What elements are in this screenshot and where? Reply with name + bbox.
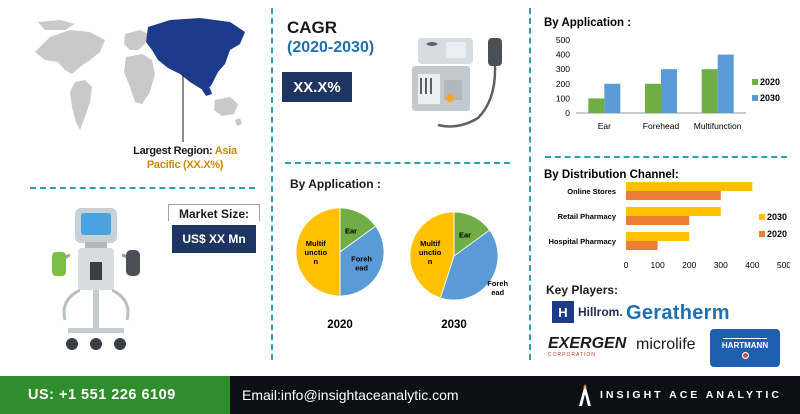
divider-horizontal-middle xyxy=(285,162,510,164)
pie-slice-label: unctio xyxy=(305,248,328,257)
category-label: Retail Pharmacy xyxy=(558,212,617,221)
x-tick-label: 100 xyxy=(651,260,665,270)
pie-slice-label: ead xyxy=(491,288,504,297)
legend-label-2020: 2020 xyxy=(767,229,787,239)
asia-pacific-region xyxy=(146,18,245,92)
footer-phone: US: +1 551 226 6109 xyxy=(0,376,230,414)
footer-right: Email:info@insightaceanalytic.com INSIGH… xyxy=(230,376,800,414)
microlife-logo: microlife xyxy=(636,336,696,353)
x-tick-label: 0 xyxy=(624,260,629,270)
distribution-channel-chart: By Distribution Channel: Online Stores Ret… xyxy=(544,169,790,270)
exergen-logo: EXERGEN CORPORATION xyxy=(548,336,626,358)
y-tick-label: 100 xyxy=(556,93,570,103)
x-tick-label: Multifunction xyxy=(694,121,742,131)
pie-slice-label: Ear xyxy=(345,226,357,235)
divider-vertical-left xyxy=(271,8,273,360)
legend-swatch-2020 xyxy=(759,231,765,237)
y-tick-label: 0 xyxy=(565,108,570,118)
cagr-title: CAGR xyxy=(287,18,338,37)
brand-name: INSIGHT ACE ANALYTIC xyxy=(600,389,782,401)
forehead-thermometer-icon xyxy=(412,38,502,128)
pie-slice-label: Ear xyxy=(459,230,471,239)
footer-brand: INSIGHT ACE ANALYTIC xyxy=(578,384,782,406)
bar-2020-multifunction xyxy=(701,69,718,113)
y-tick-label: 200 xyxy=(556,79,570,89)
divider-horizontal-left xyxy=(30,187,255,189)
hbar-2030-2 xyxy=(626,232,690,241)
geratherm-logo: Geratherm xyxy=(626,302,730,324)
application-bar-chart: By Application : 0 100 200 300 400 500 Ear Foreh… xyxy=(544,17,780,131)
bar-dist-title: By Distribution Channel: xyxy=(544,169,679,181)
legend-label-2030: 2030 xyxy=(767,212,787,222)
divider-horizontal-right xyxy=(545,156,787,158)
hillrom-logo: H Hillrom. xyxy=(552,301,623,323)
cagr-period: (2020-2030) xyxy=(287,39,375,56)
bar-2030-ear xyxy=(604,83,621,113)
market-size-value: US$ XX Mn xyxy=(172,225,256,253)
legend-swatch-2030 xyxy=(759,214,765,220)
thermometer-station-icon xyxy=(52,208,140,350)
pie-2030-slice-multifunction xyxy=(409,211,455,299)
bar-app-title: By Application : xyxy=(544,17,631,29)
largest-region: Largest Region: Asia Pacific (XX.X%) xyxy=(100,144,270,172)
x-tick-label: 400 xyxy=(745,260,759,270)
region-value: Asia xyxy=(214,145,237,157)
key-players-title: Key Players: xyxy=(546,283,619,297)
hbar-2020-0 xyxy=(626,191,721,200)
pie-slice-label: n xyxy=(428,257,433,266)
bar-2030-multifunction xyxy=(717,54,734,113)
hbar-2020-1 xyxy=(626,216,690,225)
pie-slice-label: Foreh xyxy=(487,279,508,288)
pie-slice-label: n xyxy=(314,257,319,266)
x-tick-label: 500 xyxy=(777,260,790,270)
hartmann-logo-text: HARTMANN xyxy=(721,340,769,350)
region-label: Largest Region: xyxy=(133,145,213,157)
footer-email[interactable]: Email:info@insightaceanalytic.com xyxy=(242,387,459,403)
hartmann-logo: HARTMANN xyxy=(710,329,780,367)
x-tick-label: 300 xyxy=(714,260,728,270)
x-tick-label: Forehead xyxy=(643,121,680,131)
y-tick-label: 400 xyxy=(556,50,570,60)
pie-slice-label: Foreh xyxy=(351,254,372,263)
bar-2020-forehead xyxy=(645,83,661,113)
legend-swatch-2030 xyxy=(752,95,758,101)
pie-2020-slice-multifunction xyxy=(295,207,341,297)
bar-2020-ear xyxy=(588,98,605,113)
hbar-2030-0 xyxy=(626,182,753,191)
category-label: Online Stores xyxy=(567,187,616,196)
pie-section-title: By Application : xyxy=(290,177,381,191)
category-label: Hospital Pharmacy xyxy=(548,237,616,246)
legend-label-2030: 2030 xyxy=(760,93,780,103)
hbar-2020-2 xyxy=(626,241,658,250)
brand-logo-icon xyxy=(579,384,591,406)
world-map xyxy=(35,18,245,142)
pie-year-label-2020: 2020 xyxy=(327,319,353,331)
application-pie-charts: EarForeheadMultifunction2020EarForeheadM… xyxy=(295,207,509,331)
exergen-logo-text: EXERGEN xyxy=(548,335,627,352)
pie-year-label-2030: 2030 xyxy=(441,319,467,331)
pie-2030-slice-forehead xyxy=(439,229,499,301)
bar-2030-forehead xyxy=(661,69,677,113)
pie-slice-label: Multif xyxy=(306,239,326,248)
divider-vertical-right xyxy=(529,8,531,360)
pie-slice-label: Multif xyxy=(420,239,440,248)
region-value-2: Pacific (XX.X%) xyxy=(146,159,224,171)
hillrom-logo-text: Hillrom. xyxy=(578,305,623,319)
x-tick-label: Ear xyxy=(598,121,611,131)
legend-label-2020: 2020 xyxy=(760,77,780,87)
hbar-2030-1 xyxy=(626,207,721,216)
y-tick-label: 300 xyxy=(556,64,570,74)
y-tick-label: 500 xyxy=(556,35,570,45)
exergen-logo-subtext: CORPORATION xyxy=(548,352,596,358)
footer: US: +1 551 226 6109 Email:info@insightac… xyxy=(0,376,800,414)
pie-2020-slice-forehead xyxy=(339,225,385,297)
legend-swatch-2020 xyxy=(752,79,758,85)
pie-slice-label: ead xyxy=(355,263,368,272)
x-tick-label: 200 xyxy=(682,260,696,270)
cagr-value: XX.X% xyxy=(282,72,352,102)
market-size-label: Market Size: xyxy=(168,204,260,221)
pie-slice-label: unctio xyxy=(419,248,442,257)
